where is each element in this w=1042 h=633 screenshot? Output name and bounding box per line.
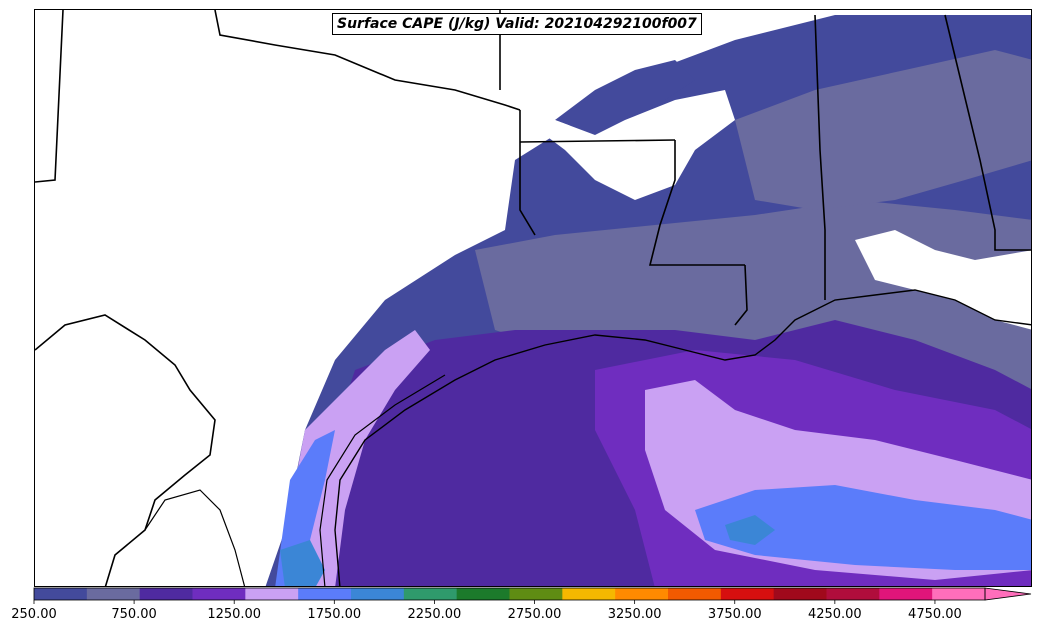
colorbar-outline [33, 587, 986, 601]
map-title: Surface CAPE (J/kg) Valid: 202104292100f… [332, 13, 702, 35]
state-line-ms-river [648, 140, 745, 266]
colorbar-tick-label: 4750.00 [908, 607, 962, 622]
state-line-nm-tx [35, 10, 64, 183]
colorbar-tick-label: 2250.00 [407, 607, 462, 622]
colorbar-tick-label: 750.00 [111, 607, 157, 622]
colorbar-swatch [403, 588, 458, 600]
state-line-ar-mo [519, 139, 676, 143]
colorbar-swatch [879, 588, 933, 600]
colorbar-extend-arrow [984, 587, 1032, 601]
colorbar-tick-label: 1750.00 [307, 607, 362, 622]
cape-band-1500 [695, 485, 1031, 570]
colorbar-tick-label: 2750.00 [507, 607, 562, 622]
colorbar-swatch [298, 588, 352, 600]
cape-band-1750-coast [280, 540, 325, 586]
cape-band-500-ne [735, 50, 1031, 210]
colorbar-swatch [826, 588, 880, 600]
coastline [334, 289, 1031, 586]
colorbar-swatch [34, 588, 88, 600]
state-line-al-ga [944, 14, 1031, 251]
colorbar-swatch [192, 588, 246, 600]
colorbar-swatch [245, 588, 299, 600]
map-boundaries [35, 10, 1031, 586]
land-arkansas-tennessee [525, 90, 735, 200]
colorbar-swatch [509, 588, 563, 600]
colorbar-tick-label: 4250.00 [807, 607, 862, 622]
low-cape-areas [35, 10, 1031, 586]
colorbar-swatch [86, 588, 141, 600]
coastline-inner [319, 374, 446, 586]
cape-band-250-north [555, 60, 695, 135]
state-line-tx-ok [214, 10, 521, 111]
state-line-la-ms [734, 264, 748, 326]
colorbar-swatch [456, 588, 510, 600]
map-panel [34, 9, 1032, 587]
colorbar-swatch [668, 588, 722, 600]
mexico-state-line [144, 489, 246, 586]
colorbar-tick-label: 3750.00 [707, 607, 762, 622]
state-line-ok-ar [519, 110, 536, 236]
colorbar-tick-label: 250.00 [11, 607, 57, 622]
colorbar-swatch [615, 588, 669, 600]
colorbar-swatch [720, 588, 775, 600]
colorbar-swatch [139, 588, 193, 600]
state-line-ms-al [814, 14, 826, 300]
cape-band-1750 [725, 515, 775, 545]
colorbar-tick-label: 3250.00 [607, 607, 662, 622]
colorbar-swatch [773, 588, 827, 600]
land-alabama-georgia [855, 230, 1031, 330]
colorbar-tick-label: 1250.00 [207, 607, 262, 622]
land-texas-interior [35, 10, 515, 586]
colorbar-swatch [351, 588, 405, 600]
cape-map [35, 10, 1031, 586]
colorbar-swatch [562, 588, 616, 600]
colorbar-swatch [932, 588, 986, 600]
